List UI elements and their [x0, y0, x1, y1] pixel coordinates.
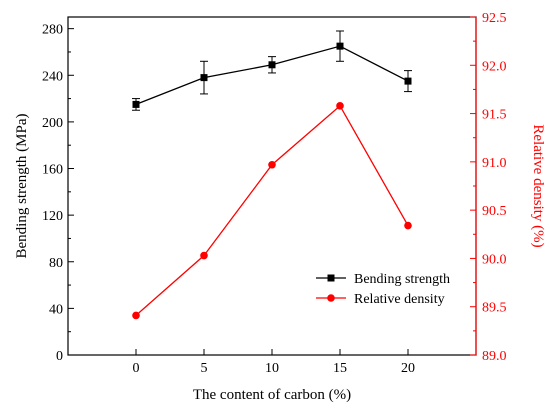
x-tick-label: 0	[133, 361, 140, 376]
left-y-axis-label: Bending strength (MPa)	[14, 114, 30, 259]
data-point-relative-density	[404, 221, 412, 230]
left-y-tick-label: 120	[42, 209, 63, 224]
x-tick-label: 10	[265, 361, 279, 376]
data-point-relative-density	[200, 251, 208, 260]
x-tick-label: 20	[401, 361, 415, 376]
legend-label-bending-strength: Bending strength	[354, 272, 450, 287]
x-tick-label: 5	[201, 361, 208, 376]
data-point-bending-strength	[200, 74, 208, 82]
x-tick-label: 15	[333, 361, 347, 376]
left-y-tick-label: 0	[56, 349, 63, 364]
left-y-tick-label: 240	[42, 69, 63, 84]
data-point-relative-density	[336, 102, 344, 110]
left-y-tick-label: 280	[42, 23, 63, 38]
left-y-axis: 0 40 80 120 160 200 240 280	[42, 23, 74, 364]
left-y-tick-label: 200	[42, 116, 63, 131]
right-y-tick-label: 90.5	[482, 204, 507, 219]
data-point-bending-strength	[404, 77, 412, 85]
data-point-bending-strength	[268, 61, 276, 69]
x-axis-label: The content of carbon (%)	[193, 387, 351, 403]
legend-marker-relative-density	[327, 294, 335, 302]
right-y-tick-label: 91.0	[482, 156, 507, 171]
right-y-tick-label: 90.0	[482, 252, 507, 267]
legend: Bending strength Relative density	[316, 272, 450, 307]
left-y-tick-label: 80	[49, 256, 63, 271]
right-y-tick-label: 89.5	[482, 301, 507, 316]
left-y-tick-label: 40	[49, 302, 63, 317]
right-y-tick-label: 89.0	[482, 349, 507, 364]
right-y-tick-label: 92.0	[482, 59, 507, 74]
left-y-tick-label: 160	[42, 163, 63, 178]
right-y-tick-label: 92.5	[482, 11, 507, 26]
legend-marker-bending-strength	[327, 274, 335, 282]
data-point-bending-strength	[132, 100, 140, 108]
right-y-tick-label: 91.5	[482, 108, 507, 123]
right-y-axis: 89.0 89.5 90.0 90.5 91.0 91.5 92.0 92.5	[470, 11, 507, 364]
right-y-axis-label: Relative density (%)	[530, 124, 546, 247]
data-point-relative-density	[132, 311, 140, 320]
data-point-bending-strength	[336, 42, 344, 50]
legend-label-relative-density: Relative density	[354, 292, 445, 307]
series-line-bending-strength	[135, 45, 409, 106]
x-axis: 0 5 10 15 20	[133, 349, 415, 376]
data-point-relative-density	[268, 160, 276, 169]
series-layer	[132, 30, 412, 320]
